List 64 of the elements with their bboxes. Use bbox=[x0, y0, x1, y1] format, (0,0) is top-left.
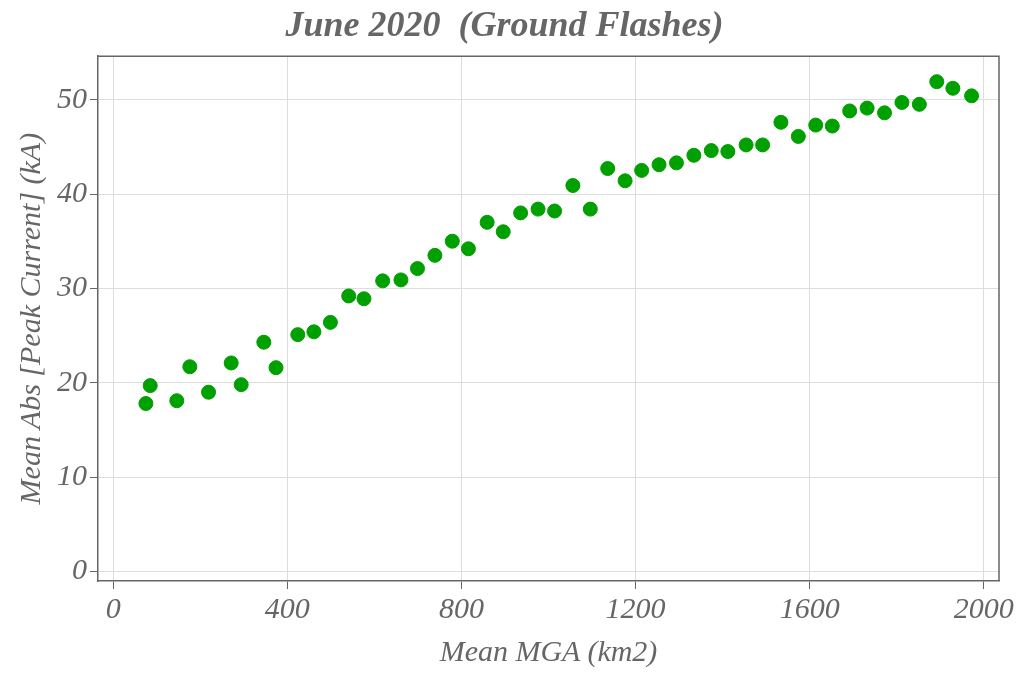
y-tick-label: 30 bbox=[56, 269, 87, 303]
x-tick-label: 1200 bbox=[605, 590, 666, 624]
point bbox=[322, 314, 338, 330]
point bbox=[142, 378, 158, 394]
point bbox=[375, 273, 391, 289]
y-tick-label: 10 bbox=[57, 458, 87, 492]
point bbox=[479, 214, 495, 230]
y-tick-label: 20 bbox=[57, 363, 87, 397]
point bbox=[201, 384, 217, 400]
point bbox=[393, 272, 409, 288]
chart-title: June 2020 (Ground Flashes) bbox=[284, 3, 724, 44]
point bbox=[233, 377, 249, 393]
point bbox=[530, 201, 546, 217]
point bbox=[565, 178, 581, 194]
y-tick-label: 40 bbox=[57, 174, 87, 208]
y-tick-label: 0 bbox=[72, 552, 87, 586]
x-axis-title: Mean MGA (km2) bbox=[438, 633, 658, 668]
point bbox=[945, 80, 961, 96]
point bbox=[929, 74, 945, 90]
point bbox=[808, 117, 824, 133]
point bbox=[911, 96, 927, 112]
point bbox=[790, 128, 806, 144]
point bbox=[460, 241, 476, 257]
point bbox=[651, 157, 667, 173]
point bbox=[582, 201, 598, 217]
point bbox=[495, 224, 511, 240]
point bbox=[964, 88, 980, 104]
point bbox=[634, 162, 650, 178]
x-tick-label: 400 bbox=[264, 590, 310, 624]
point bbox=[341, 288, 357, 304]
point bbox=[773, 114, 789, 130]
point bbox=[738, 137, 754, 153]
point bbox=[894, 94, 910, 110]
y-axis-title: Mean Abs [Peak Current] (kA) bbox=[12, 132, 47, 506]
x-tick-label: 2000 bbox=[953, 590, 1014, 624]
x-tick-label: 1600 bbox=[779, 590, 840, 624]
point bbox=[755, 137, 771, 153]
point bbox=[268, 360, 284, 376]
point bbox=[703, 143, 719, 159]
point bbox=[600, 161, 616, 177]
point bbox=[290, 327, 306, 343]
point bbox=[427, 247, 443, 263]
point bbox=[138, 396, 154, 412]
y-tick-label: 50 bbox=[57, 80, 87, 114]
point bbox=[720, 144, 736, 160]
point bbox=[409, 261, 425, 277]
point bbox=[824, 118, 840, 134]
point bbox=[306, 324, 322, 340]
point bbox=[617, 173, 633, 189]
point bbox=[513, 205, 529, 221]
point bbox=[686, 147, 702, 163]
point bbox=[859, 100, 875, 116]
point bbox=[256, 334, 272, 350]
point bbox=[877, 105, 893, 121]
point bbox=[842, 103, 858, 119]
point bbox=[444, 233, 460, 249]
point bbox=[668, 155, 684, 171]
point bbox=[182, 359, 198, 375]
x-tick-label: 800 bbox=[438, 590, 484, 624]
x-tick-label: 0 bbox=[105, 590, 121, 624]
point bbox=[547, 203, 563, 219]
point bbox=[223, 355, 239, 371]
point bbox=[356, 291, 372, 307]
point bbox=[169, 393, 185, 409]
